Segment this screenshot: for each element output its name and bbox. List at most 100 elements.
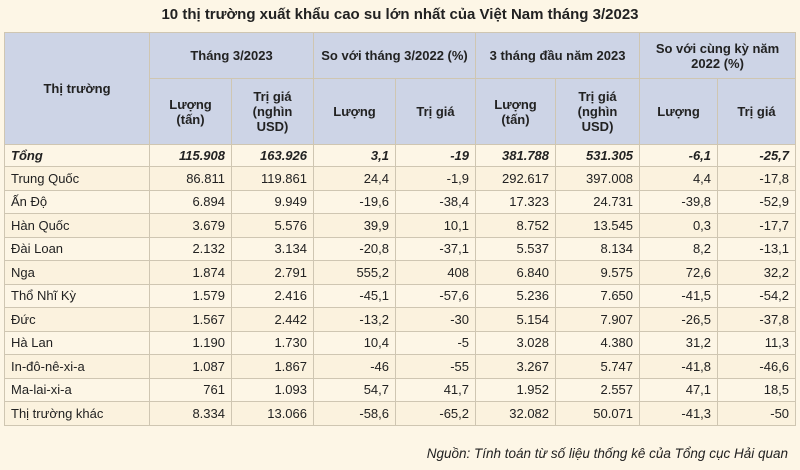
header-market: Thị trường xyxy=(4,32,150,145)
cell-value: 86.811 xyxy=(149,166,232,191)
cell-value: 17.323 xyxy=(475,189,557,214)
cell-value: -30 xyxy=(394,307,477,332)
cell-value: 1.867 xyxy=(231,354,314,379)
cell-value: -13,1 xyxy=(717,236,797,261)
cell-value: 2.791 xyxy=(231,260,314,285)
header-group: Tháng 3/2023 xyxy=(149,32,314,79)
header-sub: Lượng xyxy=(639,78,719,145)
cell-value: 1.579 xyxy=(149,283,232,308)
cell-value: 47,1 xyxy=(639,377,719,402)
cell-value: 7.907 xyxy=(555,307,641,332)
cell-value: 10,4 xyxy=(313,330,396,355)
cell-value: 9.949 xyxy=(231,189,314,214)
cell-value: -65,2 xyxy=(394,401,477,426)
cell-market: Ma-lai-xi-a xyxy=(4,377,150,402)
cell-value: -37,1 xyxy=(394,236,477,261)
cell-value: 1.874 xyxy=(149,260,232,285)
header-row-groups: Thị trường Tháng 3/2023 So với tháng 3/2… xyxy=(4,32,797,145)
cell-value: 13.066 xyxy=(231,401,314,426)
table-row: Hà Lan 1.190 1.730 10,4 -5 3.028 4.380 31,2 11,3 xyxy=(4,330,797,355)
cell-market: Ấn Độ xyxy=(4,189,150,214)
table-row: Trung Quốc 86.811 119.861 24,4 -1,9 292.617 39… xyxy=(4,166,797,191)
cell-value: 13.545 xyxy=(555,213,641,238)
cell-value: -38,4 xyxy=(394,189,477,214)
cell-value: -1,9 xyxy=(394,166,477,191)
cell-value: 5.154 xyxy=(475,307,557,332)
cell-value: -41,8 xyxy=(639,354,719,379)
cell-value: -19,6 xyxy=(313,189,396,214)
total-row: Tổng 115.908 163.926 3,1 -19 381.788 531… xyxy=(4,144,797,167)
cell-market: Hà Lan xyxy=(4,330,150,355)
header-group: So với tháng 3/2022 (%) xyxy=(312,32,477,79)
cell-value: 9.575 xyxy=(555,260,641,285)
cell-value: 24.731 xyxy=(555,189,641,214)
cell-value: 1.190 xyxy=(149,330,232,355)
table-row: Nga 1.874 2.791 555,2 408 6.840 9.575 72,6 32,2 xyxy=(4,260,797,285)
cell-value: 0,3 xyxy=(639,213,719,238)
cell-value: 3.679 xyxy=(149,213,232,238)
cell-value: 39,9 xyxy=(313,213,396,238)
cell-value: 1.093 xyxy=(231,377,314,402)
header-sub: Lượng (tấn) xyxy=(475,78,557,145)
cell-value: 3.134 xyxy=(231,236,314,261)
cell-value: 4,4 xyxy=(639,166,719,191)
cell-value: 2.132 xyxy=(149,236,232,261)
cell-value: 5.236 xyxy=(475,283,557,308)
table-row: Ấn Độ 6.894 9.949 -19,6 -38,4 17.323 24.731 -39… xyxy=(4,189,797,214)
cell-value: -46,6 xyxy=(717,354,797,379)
cell-value: 50.071 xyxy=(555,401,641,426)
cell-value: -5 xyxy=(394,330,477,355)
cell-value: 3.267 xyxy=(475,354,557,379)
cell-market: Thổ Nhĩ Kỳ xyxy=(4,283,150,308)
cell-value: -39,8 xyxy=(639,189,719,214)
cell-value: -26,5 xyxy=(639,307,719,332)
cell-value: 555,2 xyxy=(313,260,396,285)
table-row: Thổ Nhĩ Kỳ 1.579 2.416 -45,1 -57,6 5.236 7.650… xyxy=(4,283,797,308)
cell-value: 1.952 xyxy=(475,377,557,402)
cell-value: 408 xyxy=(394,260,477,285)
cell-value: 8.334 xyxy=(149,401,232,426)
cell-value: -41,5 xyxy=(639,283,719,308)
cell-market: In-đô-nê-xi-a xyxy=(4,354,150,379)
cell-value: -45,1 xyxy=(313,283,396,308)
cell-value: 5.537 xyxy=(475,236,557,261)
header-sub: Trị giá xyxy=(717,78,797,145)
cell-value: -17,8 xyxy=(717,166,797,191)
table-row: Đức 1.567 2.442 -13,2 -30 5.154 7.907 -26,5 -37,… xyxy=(4,307,797,332)
cell-value: 115.908 xyxy=(149,144,232,167)
cell-value: 163.926 xyxy=(231,144,314,167)
header-sub: Lượng (tấn) xyxy=(149,78,232,145)
cell-value: -25,7 xyxy=(717,144,797,167)
cell-value: 18,5 xyxy=(717,377,797,402)
cell-value: 381.788 xyxy=(475,144,557,167)
cell-value: -52,9 xyxy=(717,189,797,214)
cell-value: -13,2 xyxy=(313,307,396,332)
table-row: Hàn Quốc 3.679 5.576 39,9 10,1 8.752 13.545 0,3… xyxy=(4,213,797,238)
cell-value: -6,1 xyxy=(639,144,719,167)
cell-value: 2.442 xyxy=(231,307,314,332)
export-table: Thị trường Tháng 3/2023 So với tháng 3/2… xyxy=(4,32,797,426)
cell-value: 41,7 xyxy=(394,377,477,402)
header-group: So với cùng kỳ năm 2022 (%) xyxy=(639,32,797,79)
cell-value: 32.082 xyxy=(475,401,557,426)
cell-value: 8,2 xyxy=(639,236,719,261)
cell-value: 7.650 xyxy=(555,283,641,308)
cell-value: 32,2 xyxy=(717,260,797,285)
cell-value: 3.028 xyxy=(475,330,557,355)
cell-value: -17,7 xyxy=(717,213,797,238)
header-group: 3 tháng đầu năm 2023 xyxy=(475,32,641,79)
cell-market: Trung Quốc xyxy=(4,166,150,191)
header-sub: Lượng xyxy=(313,78,396,145)
header-sub: Trị giá (nghìn USD) xyxy=(231,78,314,145)
cell-value: 6.894 xyxy=(149,189,232,214)
cell-value: 3,1 xyxy=(313,144,396,167)
table-row: Thị trường khác 8.334 13.066 -58,6 -65,2 32.0… xyxy=(4,401,797,426)
cell-value: 2.557 xyxy=(555,377,641,402)
cell-value: 1.087 xyxy=(149,354,232,379)
cell-value: 531.305 xyxy=(555,144,641,167)
cell-value: 6.840 xyxy=(475,260,557,285)
cell-value: -37,8 xyxy=(717,307,797,332)
cell-value: 2.416 xyxy=(231,283,314,308)
cell-value: 8.134 xyxy=(555,236,641,261)
